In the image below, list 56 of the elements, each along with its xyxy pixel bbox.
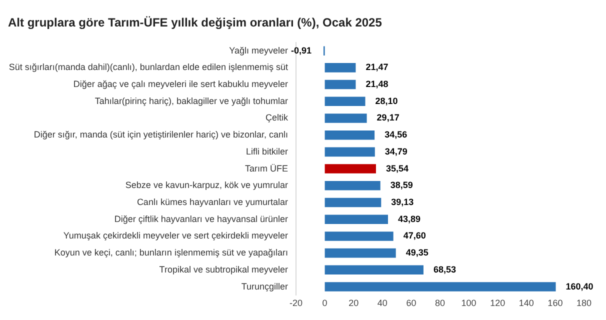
data-label: -0,91	[290, 45, 312, 56]
y-tick-label: Turunçgiller	[241, 281, 288, 292]
data-label: 68,53	[433, 264, 456, 274]
bar	[324, 63, 356, 72]
x-tick-label: 160	[548, 298, 563, 308]
data-label: 34,79	[384, 146, 408, 156]
y-tick-label: Tropikal ve subtropikal meyveler	[159, 264, 288, 274]
data-label: 28,10	[375, 96, 398, 106]
y-tick-label: Tarım ÜFE	[244, 163, 288, 174]
data-label: 49,35	[406, 248, 428, 258]
data-label: 29,17	[376, 112, 400, 123]
y-tick-label: Koyun ve keçi, canlı; bunların işlenmemiş süt ve yapağıları	[54, 248, 288, 258]
y-tick-label: Yağlı meyveler	[229, 45, 288, 56]
bar	[324, 198, 382, 208]
data-label: 38,59	[390, 180, 413, 190]
data-label: 160,40	[566, 281, 594, 292]
x-tick-label: 40	[377, 298, 388, 308]
y-tick-label: Sebze ve kavun-karpuz, kök ve yumrular	[125, 180, 288, 190]
x-tick-label: 140	[518, 298, 534, 308]
bar	[324, 164, 376, 174]
bar	[324, 248, 396, 258]
bar	[324, 114, 367, 123]
bar	[324, 130, 375, 140]
y-tick-label: Diğer ağaç ve çalı meyveleri ile sert kabuklu meyveler	[73, 79, 288, 90]
y-tick-label: Lifli bitkiler	[246, 146, 288, 156]
data-label: 34,56	[384, 130, 408, 140]
data-label: 39,13	[391, 196, 414, 207]
y-tick-label: Çeltik	[265, 112, 288, 123]
y-tick-label: Diğer sığır, manda (süt için yetiştirilenler hariç) ve bizonlar, canlı	[34, 130, 288, 140]
x-tick-label: 100	[461, 298, 476, 308]
bar	[324, 265, 424, 275]
text: Alt gruplara göre Tarım-ÜFE yıllık değişim oranları (%), Ocak 2025	[8, 16, 382, 30]
bar	[324, 181, 380, 190]
x-tick-label: 20	[348, 298, 359, 308]
y-tick-label: Tahılar(pirinç hariç), baklagiller ve yağlı tohumlar	[94, 96, 288, 106]
x-tick-label: 0	[322, 298, 328, 308]
x-tick-label: 80	[434, 298, 446, 308]
bar	[324, 147, 375, 157]
data-label: 21,47	[366, 62, 388, 72]
y-tick-label: Canlı kümes hayvanları ve yumurtalar	[136, 196, 288, 207]
x-tick-label: 60	[406, 298, 416, 308]
x-tick-label: 180	[576, 298, 592, 308]
y-tick-label: Yumuşak çekirdekli meyveler ve sert çekirdekli meyveler	[63, 230, 288, 241]
bar	[324, 214, 388, 224]
data-label: 47,60	[403, 230, 426, 241]
data-label: 21,48	[366, 79, 388, 90]
bar	[324, 80, 356, 90]
y-tick-label: Diğer çiftlik hayvanları ve hayvansal ürünler	[114, 214, 288, 224]
data-label: 43,89	[398, 214, 421, 224]
x-tick-label: 120	[490, 298, 506, 308]
x-tick-label: -20	[289, 298, 303, 308]
y-tick-label: Süt sığırları(manda dahil)(canlı), bunlardan elde edilen işlenmemiş süt	[8, 62, 288, 72]
bar	[324, 232, 394, 241]
bar	[324, 96, 366, 106]
data-label: 35,54	[386, 163, 409, 174]
bar	[324, 282, 556, 292]
